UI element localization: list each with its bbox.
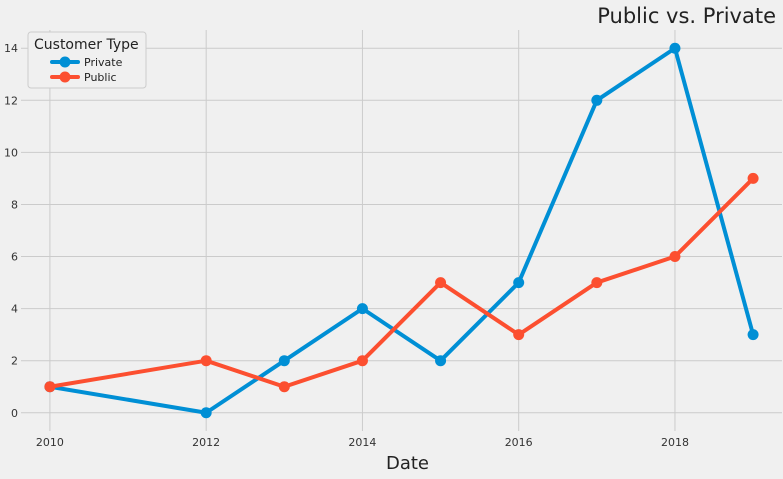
y-tick-label: 2 xyxy=(11,355,18,368)
x-tick-label: 2018 xyxy=(661,436,689,449)
data-point xyxy=(278,355,290,367)
y-tick-label: 4 xyxy=(11,303,18,316)
legend-item-public: Public xyxy=(50,71,117,84)
x-tick-label: 2014 xyxy=(348,436,376,449)
legend-title: Customer Type xyxy=(34,37,139,53)
data-point xyxy=(513,277,525,289)
y-tick-label: 12 xyxy=(4,94,18,107)
series-private xyxy=(44,42,759,419)
legend-box xyxy=(27,31,147,89)
series-public xyxy=(44,172,759,393)
y-axis-ticks: 0 2 4 6 8 10 12 14 xyxy=(4,42,18,420)
legend-swatch-marker xyxy=(59,71,71,83)
x-tick-label: 2016 xyxy=(505,436,533,449)
data-point xyxy=(513,329,525,341)
data-point xyxy=(44,381,56,393)
legend: Customer Type Private Public xyxy=(27,31,147,89)
data-point xyxy=(278,381,290,393)
legend-item-private: Private xyxy=(50,56,123,69)
data-point xyxy=(591,94,603,106)
data-point xyxy=(669,42,681,54)
data-point xyxy=(669,251,681,263)
legend-label: Private xyxy=(84,56,123,69)
y-tick-label: 10 xyxy=(4,146,18,159)
x-axis-ticks: 2010 2012 2014 2016 2018 xyxy=(36,436,689,449)
y-tick-label: 8 xyxy=(11,198,18,211)
legend-swatch-marker xyxy=(59,56,71,68)
chart-title: Public vs. Private xyxy=(597,4,776,28)
data-point xyxy=(200,355,212,367)
series-group xyxy=(44,42,759,419)
data-point xyxy=(747,172,759,184)
data-point xyxy=(435,355,447,367)
data-point xyxy=(591,277,603,289)
x-tick-label: 2012 xyxy=(192,436,220,449)
plot-area xyxy=(21,30,782,431)
data-point xyxy=(356,303,368,315)
y-tick-label: 0 xyxy=(11,407,18,420)
data-point xyxy=(747,329,759,341)
legend-items: Private Public xyxy=(50,56,123,84)
data-point xyxy=(200,407,212,419)
x-tick-label: 2010 xyxy=(36,436,64,449)
y-tick-label: 6 xyxy=(11,251,18,264)
data-point xyxy=(435,277,447,289)
gridlines xyxy=(21,30,782,431)
x-axis-label: Date xyxy=(386,453,429,474)
legend-label: Public xyxy=(84,71,117,84)
y-tick-label: 14 xyxy=(4,42,18,55)
data-point xyxy=(356,355,368,367)
